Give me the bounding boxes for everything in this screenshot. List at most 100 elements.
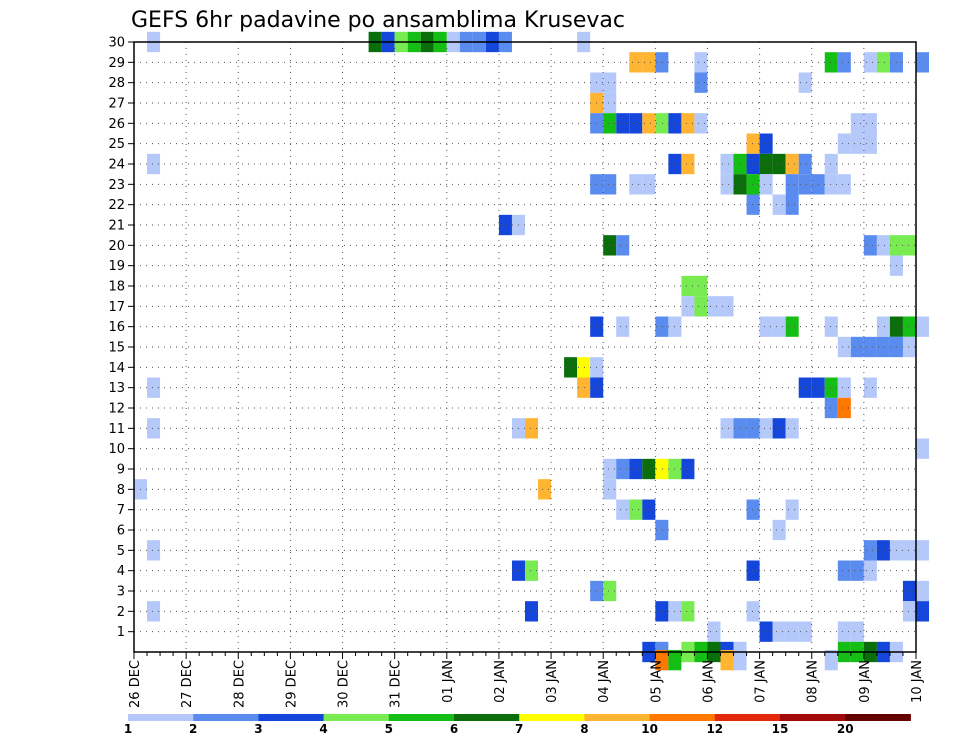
heatmap-cell bbox=[642, 174, 656, 195]
heatmap-cell bbox=[785, 418, 799, 439]
legend-tick-label: 12 bbox=[706, 722, 723, 736]
y-tick-label: 8 bbox=[117, 483, 125, 498]
heatmap-cell bbox=[759, 316, 773, 337]
heatmap-cell bbox=[798, 621, 812, 642]
legend-color-swatch bbox=[128, 714, 194, 721]
heatmap-cell bbox=[577, 357, 591, 378]
y-tick-label: 4 bbox=[117, 564, 125, 579]
heatmap-cell bbox=[863, 235, 877, 256]
heatmap-cell bbox=[616, 499, 630, 520]
heatmap-cell bbox=[603, 235, 617, 256]
y-tick-label: 20 bbox=[108, 239, 125, 254]
heatmap-cell bbox=[863, 133, 877, 154]
heatmap-cell bbox=[616, 458, 630, 480]
heatmap-cell bbox=[681, 601, 695, 622]
heatmap-cell bbox=[876, 235, 890, 256]
y-tick-label: 7 bbox=[117, 503, 125, 518]
legend-color-swatch bbox=[780, 714, 846, 721]
legend-color-swatch bbox=[519, 714, 585, 721]
legend-color-swatch bbox=[193, 714, 259, 721]
legend-tick-label: 3 bbox=[254, 722, 262, 736]
heatmap-cell bbox=[603, 580, 617, 602]
heatmap-cell bbox=[655, 601, 669, 622]
color-legend: 1 2 3 4 5 6 7 8 10 12 15 20 bbox=[124, 714, 911, 736]
legend-tick-label: 2 bbox=[189, 722, 197, 736]
heatmap-cell bbox=[902, 540, 916, 561]
y-tick-label: 22 bbox=[108, 198, 125, 213]
heatmap-cell bbox=[863, 560, 877, 581]
heatmap-cell bbox=[147, 540, 161, 561]
heatmap-cell bbox=[655, 52, 669, 73]
legend-tick-label: 5 bbox=[385, 722, 393, 736]
x-tick-label: 30 DEC bbox=[337, 660, 352, 708]
heatmap-cell bbox=[759, 153, 773, 175]
heatmap-cell bbox=[785, 174, 799, 195]
heatmap-cell bbox=[916, 316, 930, 337]
heatmap-cell bbox=[720, 153, 734, 175]
heatmap-cell bbox=[746, 560, 760, 581]
heatmap-cell bbox=[902, 235, 916, 256]
heatmap-cell bbox=[863, 336, 877, 358]
heatmap-cell bbox=[824, 397, 838, 419]
heatmap-cell bbox=[798, 153, 812, 175]
heatmap-cell bbox=[850, 621, 864, 642]
heatmap-cell bbox=[798, 72, 812, 93]
heatmap-cell bbox=[759, 621, 773, 642]
heatmap-cell bbox=[616, 316, 630, 337]
heatmap-cell bbox=[798, 174, 812, 195]
heatmap-cell bbox=[850, 133, 864, 154]
legend-color-swatch bbox=[584, 714, 651, 721]
heatmap-cell bbox=[603, 92, 617, 114]
heatmap-cell bbox=[746, 601, 760, 622]
heatmap-cell bbox=[772, 316, 786, 337]
heatmap-cell bbox=[746, 133, 760, 154]
legend-tick-label: 20 bbox=[837, 722, 854, 736]
y-tick-label: 23 bbox=[108, 178, 125, 193]
heatmap-cell bbox=[603, 174, 617, 195]
heatmap-cell bbox=[772, 194, 786, 215]
heatmap-cell bbox=[916, 540, 930, 561]
heatmap-cell bbox=[916, 601, 930, 622]
heatmap-cell bbox=[902, 601, 916, 622]
heatmap-cell bbox=[876, 52, 890, 73]
heatmap-cell bbox=[681, 113, 695, 134]
y-tick-label: 1 bbox=[117, 625, 125, 640]
heatmap-cell bbox=[707, 621, 721, 642]
heatmap-cell bbox=[694, 72, 708, 93]
y-tick-label: 13 bbox=[108, 381, 125, 396]
heatmap-cell bbox=[147, 601, 161, 622]
heatmap-cell bbox=[876, 540, 890, 561]
heatmap-cell bbox=[824, 649, 838, 671]
x-tick-label: 26 DEC bbox=[128, 660, 143, 708]
heatmap-cell bbox=[824, 316, 838, 337]
heatmap-cell bbox=[616, 113, 630, 134]
y-tick-label: 9 bbox=[117, 463, 125, 478]
heatmap-cell bbox=[772, 418, 786, 439]
heatmap-cell bbox=[655, 519, 669, 541]
x-tick-label: 28 DEC bbox=[232, 660, 247, 708]
legend-color-swatch bbox=[454, 714, 520, 721]
heatmap-cell bbox=[629, 52, 643, 73]
heatmap-cell bbox=[629, 458, 643, 480]
heatmap-cell bbox=[694, 52, 708, 73]
heatmap-cell bbox=[837, 336, 851, 358]
y-tick-label: 16 bbox=[108, 320, 125, 335]
heatmap-cell bbox=[564, 357, 578, 378]
y-tick-label: 27 bbox=[108, 97, 125, 112]
y-tick-label: 19 bbox=[108, 259, 125, 274]
heatmap-cell bbox=[785, 194, 799, 215]
heatmap-cell bbox=[759, 133, 773, 154]
y-tick-label: 6 bbox=[117, 524, 125, 539]
x-tick-label: 10 JAN bbox=[910, 660, 925, 703]
y-tick-label: 18 bbox=[108, 280, 125, 295]
y-tick-label: 5 bbox=[117, 544, 125, 559]
heatmap-cell bbox=[785, 621, 799, 642]
y-tick-label: 17 bbox=[108, 300, 125, 315]
heatmap-cell bbox=[863, 377, 877, 398]
heatmap-cell bbox=[850, 560, 864, 581]
heatmap-cell bbox=[668, 649, 682, 671]
heatmap-cell bbox=[824, 174, 838, 195]
y-tick-label: 12 bbox=[108, 402, 125, 417]
legend-color-swatch bbox=[388, 714, 455, 721]
